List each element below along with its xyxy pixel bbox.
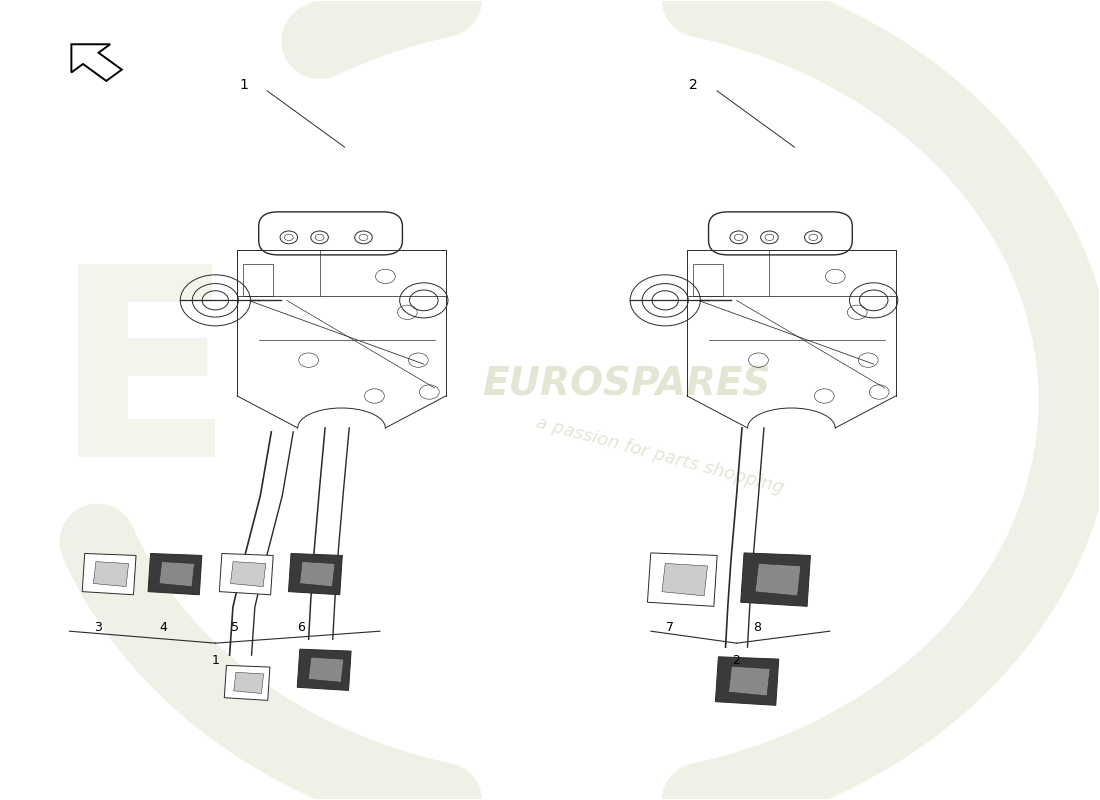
Polygon shape: [231, 562, 266, 586]
Polygon shape: [308, 658, 343, 682]
Polygon shape: [82, 554, 136, 594]
Polygon shape: [160, 562, 195, 586]
Polygon shape: [648, 553, 717, 606]
Text: E: E: [54, 256, 234, 512]
Text: a passion for parts shopping: a passion for parts shopping: [534, 414, 785, 498]
Text: 4: 4: [160, 621, 167, 634]
Polygon shape: [728, 666, 770, 696]
Bar: [693, 265, 724, 296]
Text: 1: 1: [240, 78, 249, 92]
Polygon shape: [756, 563, 801, 596]
Bar: [243, 265, 274, 296]
Polygon shape: [715, 657, 779, 706]
Polygon shape: [662, 563, 707, 596]
Polygon shape: [299, 562, 334, 586]
Text: 8: 8: [754, 621, 761, 634]
Polygon shape: [740, 553, 811, 606]
Text: 3: 3: [94, 621, 102, 634]
Polygon shape: [148, 554, 202, 594]
Text: EUROSPARES: EUROSPARES: [483, 365, 771, 403]
Polygon shape: [234, 672, 264, 694]
Polygon shape: [219, 554, 273, 594]
Text: 2: 2: [733, 654, 740, 667]
Polygon shape: [297, 649, 351, 690]
Polygon shape: [288, 554, 342, 594]
Text: 6: 6: [297, 621, 305, 634]
Text: 7: 7: [666, 621, 673, 634]
Text: 1: 1: [211, 654, 219, 667]
Text: 5: 5: [231, 621, 239, 634]
Text: 2: 2: [690, 78, 698, 92]
Polygon shape: [224, 666, 270, 700]
Polygon shape: [94, 562, 129, 586]
